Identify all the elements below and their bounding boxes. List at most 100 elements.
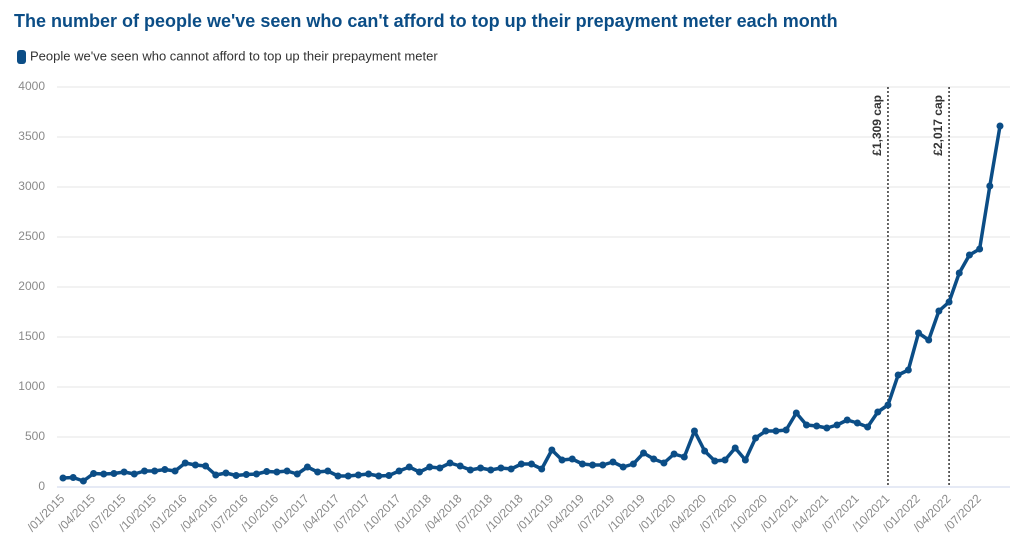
y-tick-label: 1000 [18, 379, 45, 393]
data-point [823, 424, 831, 432]
data-point [701, 447, 709, 455]
data-point [151, 467, 159, 475]
data-point [762, 427, 770, 435]
data-point [874, 408, 882, 416]
data-point [680, 453, 688, 461]
data-point [568, 455, 576, 463]
data-point [232, 472, 240, 479]
data-point [741, 456, 749, 464]
legend-label[interactable]: People we've seen who cannot afford to t… [30, 48, 438, 63]
data-point [813, 422, 821, 430]
data-point [487, 466, 495, 474]
data-point [253, 470, 261, 478]
data-point [314, 468, 322, 476]
data-point [528, 460, 535, 468]
data-point [79, 477, 87, 485]
data-point [69, 474, 77, 481]
data-point [436, 464, 444, 472]
data-point [640, 449, 648, 457]
data-point [140, 467, 148, 475]
data-point [426, 463, 434, 471]
data-point [354, 471, 362, 479]
y-tick-label: 3000 [18, 179, 45, 193]
data-point [507, 465, 515, 473]
data-point [976, 245, 984, 253]
data-point [395, 467, 403, 475]
data-point [191, 461, 199, 469]
data-point [843, 416, 851, 424]
y-tick-label: 2500 [18, 229, 45, 243]
data-point [558, 456, 566, 464]
data-point [589, 461, 597, 469]
y-tick-label: 3500 [18, 129, 45, 143]
data-point [273, 468, 281, 476]
data-point [497, 464, 505, 472]
data-point [222, 469, 230, 477]
data-point [853, 419, 861, 427]
data-point [629, 460, 637, 468]
data-point [670, 450, 678, 458]
data-point [324, 467, 332, 475]
data-point [59, 474, 67, 482]
data-point [609, 458, 617, 466]
data-point [996, 122, 1004, 130]
data-point [772, 427, 780, 435]
data-point [365, 470, 373, 478]
data-point [344, 472, 352, 480]
data-point [466, 466, 474, 474]
data-point [721, 456, 729, 464]
y-tick-label: 1500 [18, 329, 45, 343]
legend-marker [17, 50, 26, 64]
chart-title: The number of people we've seen who can'… [14, 11, 838, 31]
cap-label: £1,309 cap [870, 95, 884, 156]
cap-label: £2,017 cap [931, 95, 945, 156]
data-point [110, 470, 118, 477]
y-tick-label: 2000 [18, 279, 45, 293]
data-point [965, 251, 973, 259]
data-point [385, 472, 393, 479]
data-point [894, 371, 902, 379]
data-point [915, 329, 923, 337]
data-point [548, 446, 556, 454]
data-point [731, 444, 739, 452]
data-point [660, 459, 668, 467]
data-point [792, 409, 800, 417]
data-point [904, 366, 912, 374]
data-point [456, 462, 464, 470]
data-point [477, 464, 485, 472]
data-point [517, 460, 525, 468]
data-point [599, 461, 607, 469]
data-point [935, 307, 943, 315]
data-point [334, 472, 342, 480]
data-point [619, 463, 627, 471]
data-point [375, 472, 383, 480]
data-point [752, 434, 760, 442]
data-point [405, 463, 413, 471]
data-point [100, 470, 108, 478]
data-point [955, 269, 963, 277]
data-point [242, 471, 250, 478]
data-point [446, 459, 454, 467]
data-point [263, 468, 271, 475]
data-point [833, 421, 841, 429]
data-point [120, 468, 128, 476]
data-point [303, 463, 311, 471]
data-point [690, 427, 698, 435]
data-point [864, 423, 872, 431]
data-point [578, 460, 586, 468]
y-tick-label: 500 [25, 429, 45, 443]
data-point [130, 470, 138, 478]
data-point [986, 182, 994, 190]
data-point [283, 467, 291, 475]
data-point [925, 336, 933, 344]
data-point [945, 298, 953, 306]
data-point [802, 421, 810, 429]
data-point [884, 401, 892, 409]
data-point [538, 465, 546, 473]
data-point [782, 426, 790, 434]
data-point [415, 468, 423, 476]
y-tick-label: 4000 [18, 79, 45, 93]
data-point [202, 462, 210, 470]
data-point [171, 467, 179, 475]
